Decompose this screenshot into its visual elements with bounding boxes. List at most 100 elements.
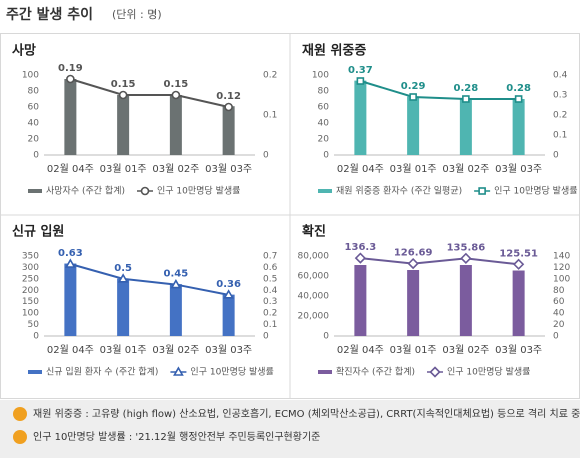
y-tick-label: 80 [28,87,40,97]
y-tick-label: 60,000 [298,272,330,282]
y-tick-label: 20 [318,135,330,145]
y2-tick-label: 0.2 [263,309,277,319]
legend-label: 인구 10만명당 발생률 [190,367,273,378]
note: 인구 10만명당 발생률 : '21.12월 행정안전부 주민등록인구현황기준 [33,431,320,443]
x-tick-label: 03월 01주 [100,163,147,175]
y-tick-label: 100 [22,71,39,81]
y-tick-label: 150 [22,297,39,307]
data-label: 0.63 [58,248,83,259]
y-tick-label: 40 [318,119,330,129]
line-marker [64,258,76,268]
x-tick-label: 03월 03주 [495,163,542,175]
unit-label: (단위 : 명) [112,8,162,21]
bar [64,263,77,336]
y2-tick-label: 0.4 [263,286,278,296]
line-marker [512,258,525,270]
note-icon [13,407,27,421]
y-tick-label: 100 [312,71,329,81]
legend-label: 재원 위중증 환자수 (주간 일평균) [336,185,462,197]
x-tick-label: 03월 02주 [442,163,489,175]
y2-tick-label: 20 [553,320,565,330]
data-label: 135.86 [447,242,486,253]
legend-swatch [318,189,332,193]
y-tick-label: 80 [318,87,330,97]
y2-tick-label: 140 [553,252,570,262]
y2-tick-label: 0.3 [263,297,277,307]
y-tick-label: 40 [28,119,40,129]
data-label: 126.69 [394,248,433,259]
legend-swatch [28,370,42,374]
x-tick-label: 02월 04주 [337,163,384,175]
x-tick-label: 03월 03주 [205,163,252,175]
x-tick-label: 03월 02주 [152,163,199,175]
line-marker [170,278,182,289]
chart-title: 재원 위중증 [302,44,366,59]
y-tick-label: 80,000 [298,252,330,262]
bar [222,294,235,336]
legend-label: 사망자수 (주간 합계) [46,185,125,197]
y-tick-label: 40,000 [298,292,330,302]
note-icon [13,430,27,444]
x-tick-label: 03월 03주 [205,344,252,356]
bar [407,96,420,155]
note: 재원 위중증 : 고유량 (high flow) 산소요법, 인공호흡기, EC… [33,407,580,420]
y2-tick-label: 0 [553,332,559,342]
data-label: 0.12 [216,91,241,102]
bar [459,265,472,336]
y2-tick-label: 0.6 [263,263,278,273]
legend-swatch [28,189,42,193]
legend-label: 신규 입원 환자 수 (주간 합계) [46,366,158,378]
y-tick-label: 100 [22,309,39,319]
notes-box [0,400,580,458]
y-tick-label: 60 [28,103,40,113]
y-tick-label: 20 [28,135,40,145]
y-tick-label: 0 [323,332,329,342]
line-marker [407,257,419,270]
y-tick-label: 60 [318,103,330,113]
y2-tick-label: 0.1 [553,131,567,141]
bar [512,99,525,155]
chart-title: 신규 입원 [12,225,64,240]
y-tick-label: 350 [22,252,39,262]
y2-tick-label: 0.4 [553,71,568,81]
bar [222,106,235,155]
legend-marker [140,186,150,196]
line-marker [118,90,128,100]
data-label: 0.19 [58,63,83,74]
x-tick-label: 02월 04주 [47,344,94,356]
y2-tick-label: 80 [553,286,565,296]
x-tick-label: 03월 01주 [390,344,437,356]
bar [169,284,182,336]
y2-tick-label: 100 [553,274,570,284]
line-marker [460,252,472,264]
x-tick-label: 02월 04주 [337,344,384,356]
data-label: 0.15 [111,79,136,90]
legend-marker [173,366,184,376]
legend-label: 확진자수 (주간 합계) [336,366,415,378]
bar [354,265,367,336]
bar [64,79,77,155]
data-label: 0.28 [454,83,479,94]
line-marker [223,289,235,299]
line-marker [171,90,181,100]
bar [407,270,420,336]
y2-tick-label: 0.5 [263,274,277,284]
legend-label: 인구 10만명당 발생률 [157,186,240,197]
legend-label: 인구 10만명당 발생률 [447,367,530,378]
x-tick-label: 03월 02주 [152,344,199,356]
line-marker [66,74,75,84]
line [360,80,519,100]
data-label: 125.51 [499,248,538,259]
line-marker [224,102,233,112]
y2-tick-label: 0.2 [263,71,277,81]
legend-label: 인구 10만명당 발생률 [494,186,577,197]
legend-swatch [318,370,332,374]
y2-tick-label: 60 [553,297,565,307]
x-tick-label: 03월 01주 [390,163,437,175]
y-tick-label: 20,000 [298,312,330,322]
y2-tick-label: 0.2 [553,111,567,121]
bar [459,99,472,155]
bar [512,270,525,336]
